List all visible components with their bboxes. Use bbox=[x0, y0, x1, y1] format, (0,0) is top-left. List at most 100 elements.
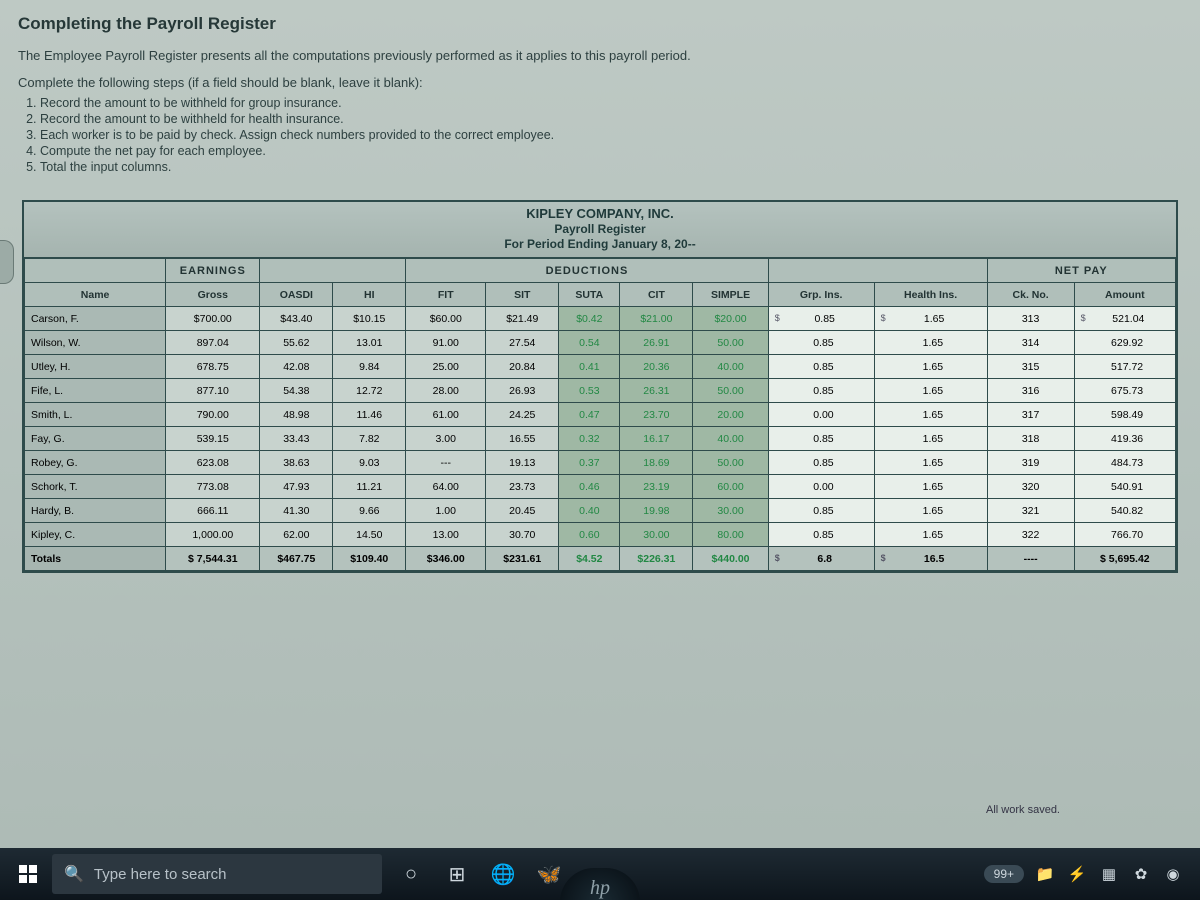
bolt-icon[interactable]: ⚡ bbox=[1066, 863, 1088, 885]
cell-hi: 7.82 bbox=[333, 427, 406, 451]
cell-amount-input[interactable]: 419.36 bbox=[1074, 427, 1175, 451]
cell-amount-input[interactable]: 629.92 bbox=[1074, 331, 1175, 355]
cell-grp-input[interactable]: 0.85 bbox=[768, 523, 874, 547]
cell-sit: 19.13 bbox=[486, 451, 559, 475]
cell-sit: 20.84 bbox=[486, 355, 559, 379]
cell-simple: 40.00 bbox=[693, 427, 768, 451]
col-sit: SIT bbox=[486, 283, 559, 307]
cell-ck-input[interactable]: 318 bbox=[987, 427, 1074, 451]
document-name: Payroll Register bbox=[24, 222, 1176, 236]
cell-health-input[interactable]: 1.65 bbox=[874, 403, 987, 427]
cell-amount-input[interactable]: 598.49 bbox=[1074, 403, 1175, 427]
cell-hi: 12.72 bbox=[333, 379, 406, 403]
cell-ck-input[interactable]: 315 bbox=[987, 355, 1074, 379]
cell-ck-input[interactable]: 319 bbox=[987, 451, 1074, 475]
edge-icon[interactable]: 🌐 bbox=[482, 854, 524, 894]
cell-health-input[interactable]: 1.65 bbox=[874, 475, 987, 499]
cell-ck-input[interactable]: 321 bbox=[987, 499, 1074, 523]
blank-header bbox=[260, 259, 406, 283]
cell-health-input[interactable]: 1.65 bbox=[874, 379, 987, 403]
cell-ck-input[interactable]: 313 bbox=[987, 307, 1074, 331]
cell-cit: 26.91 bbox=[620, 331, 693, 355]
step-item: Record the amount to be withheld for hea… bbox=[40, 112, 1182, 126]
step-item: Each worker is to be paid by check. Assi… bbox=[40, 128, 1182, 142]
cell-gross: 666.11 bbox=[166, 499, 260, 523]
blank-header bbox=[768, 259, 987, 283]
cell-amount-input[interactable]: 484.73 bbox=[1074, 451, 1175, 475]
cell-fit: 3.00 bbox=[406, 427, 486, 451]
clover-icon[interactable]: ✿ bbox=[1130, 863, 1152, 885]
cell-grp-input[interactable]: 0.85 bbox=[768, 355, 874, 379]
cell-amount-input[interactable]: 540.82 bbox=[1074, 499, 1175, 523]
chrome-icon[interactable]: ◉ bbox=[1162, 863, 1184, 885]
cell-name: Fay, G. bbox=[25, 427, 166, 451]
cell-gross: $700.00 bbox=[166, 307, 260, 331]
cell-health-input[interactable]: 1.65 bbox=[874, 331, 987, 355]
cell-hi: 9.66 bbox=[333, 499, 406, 523]
cell-grp-input[interactable]: 0.85 bbox=[768, 451, 874, 475]
cell-grp-input[interactable]: 0.00 bbox=[768, 403, 874, 427]
cell-name: Schork, T. bbox=[25, 475, 166, 499]
cell-simple: 60.00 bbox=[693, 475, 768, 499]
system-tray: 99+ 📁 ⚡ ▦ ✿ ◉ bbox=[984, 863, 1194, 885]
scroll-indicator[interactable] bbox=[0, 240, 14, 284]
taskbar-search[interactable]: 🔍 Type here to search bbox=[52, 854, 382, 894]
save-status: All work saved. bbox=[986, 804, 1060, 816]
cell-grp-input[interactable]: 0.85 bbox=[768, 379, 874, 403]
totals-row: Totals$ 7,544.31$467.75$109.40$346.00$23… bbox=[25, 547, 1176, 571]
cell-suta: 0.46 bbox=[559, 475, 620, 499]
cell-hi: 9.03 bbox=[333, 451, 406, 475]
cell-ck-input[interactable]: 320 bbox=[987, 475, 1074, 499]
cell-amount-input[interactable]: 540.91 bbox=[1074, 475, 1175, 499]
cell-amount-input[interactable]: 675.73 bbox=[1074, 379, 1175, 403]
table-row: Robey, G.623.0838.639.03---19.130.3718.6… bbox=[25, 451, 1176, 475]
cell-health-input[interactable]: $1.65 bbox=[874, 307, 987, 331]
cell-cit: 26.31 bbox=[620, 379, 693, 403]
section-deductions: DEDUCTIONS bbox=[406, 259, 768, 283]
cell-oasdi: 42.08 bbox=[260, 355, 333, 379]
grid-icon[interactable]: ▦ bbox=[1098, 863, 1120, 885]
step-item: Record the amount to be withheld for gro… bbox=[40, 96, 1182, 110]
cell-grp-input[interactable]: 0.85 bbox=[768, 499, 874, 523]
start-button[interactable] bbox=[6, 854, 50, 894]
cell-amount-total[interactable]: $ 5,695.42 bbox=[1074, 547, 1175, 571]
cell-grp-input[interactable]: 0.85 bbox=[768, 331, 874, 355]
cell-name: Hardy, B. bbox=[25, 499, 166, 523]
cell-health-input[interactable]: 1.65 bbox=[874, 355, 987, 379]
cell-cit: 23.19 bbox=[620, 475, 693, 499]
cell-health-input[interactable]: 1.65 bbox=[874, 523, 987, 547]
cell-gross: 790.00 bbox=[166, 403, 260, 427]
weather-badge[interactable]: 99+ bbox=[984, 865, 1024, 883]
cell-suta: 0.47 bbox=[559, 403, 620, 427]
cell-simple: 40.00 bbox=[693, 355, 768, 379]
cell-health-total[interactable]: $16.5 bbox=[874, 547, 987, 571]
payroll-register: KIPLEY COMPANY, INC. Payroll Register Fo… bbox=[22, 200, 1178, 573]
col-amount: Amount bbox=[1074, 283, 1175, 307]
cell-grp-input[interactable]: $0.85 bbox=[768, 307, 874, 331]
cortana-icon[interactable]: ○ bbox=[390, 854, 432, 894]
folder-icon[interactable]: 📁 bbox=[1034, 863, 1056, 885]
cell-ck-input[interactable]: 322 bbox=[987, 523, 1074, 547]
cell-grp-total[interactable]: $6.8 bbox=[768, 547, 874, 571]
cell-cit: 19.98 bbox=[620, 499, 693, 523]
steps-intro: Complete the following steps (if a field… bbox=[18, 75, 1182, 90]
cell-health-input[interactable]: 1.65 bbox=[874, 451, 987, 475]
cell-grp-input[interactable]: 0.85 bbox=[768, 427, 874, 451]
cell-sit: 20.45 bbox=[486, 499, 559, 523]
cell-cit: 30.00 bbox=[620, 523, 693, 547]
cell-ck-input[interactable]: 314 bbox=[987, 331, 1074, 355]
section-netpay: NET PAY bbox=[987, 259, 1175, 283]
cell-amount-input[interactable]: 766.70 bbox=[1074, 523, 1175, 547]
cell-name: Fife, L. bbox=[25, 379, 166, 403]
col-health: Health Ins. bbox=[874, 283, 987, 307]
cell-health-input[interactable]: 1.65 bbox=[874, 427, 987, 451]
cell-amount-input[interactable]: $521.04 bbox=[1074, 307, 1175, 331]
cell-sit: 30.70 bbox=[486, 523, 559, 547]
cell-grp-input[interactable]: 0.00 bbox=[768, 475, 874, 499]
cell-ck-input[interactable]: 317 bbox=[987, 403, 1074, 427]
cell-health-input[interactable]: 1.65 bbox=[874, 499, 987, 523]
cell-amount-input[interactable]: 517.72 bbox=[1074, 355, 1175, 379]
task-view-icon[interactable]: ⊞ bbox=[436, 854, 478, 894]
cell-gross: 877.10 bbox=[166, 379, 260, 403]
cell-ck-input[interactable]: 316 bbox=[987, 379, 1074, 403]
